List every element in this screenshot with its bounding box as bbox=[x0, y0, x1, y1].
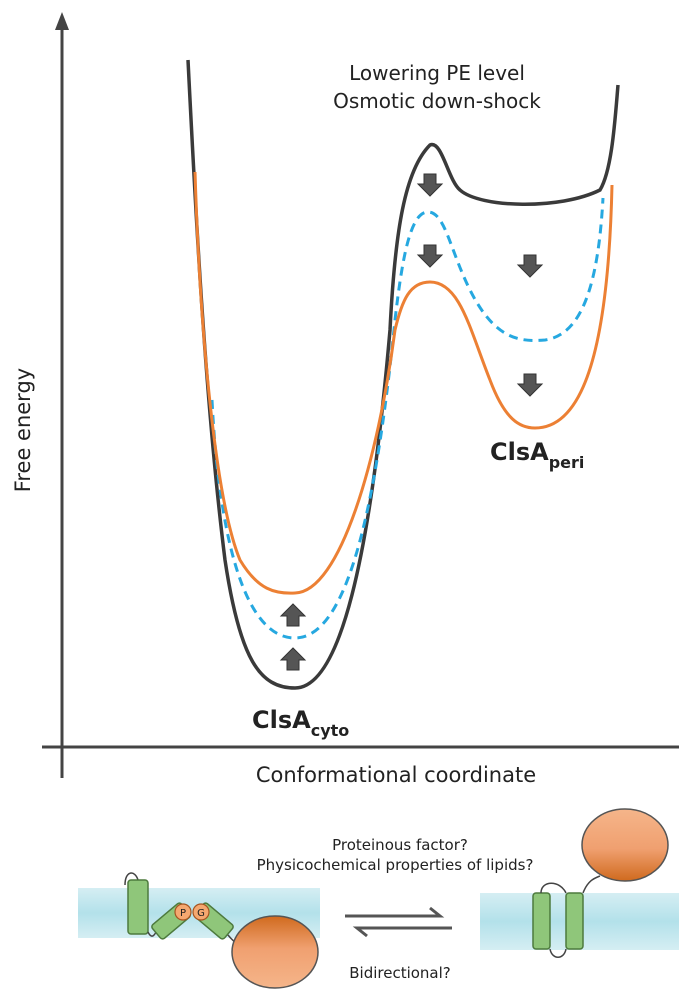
domain-globe bbox=[581, 808, 669, 882]
energy-curve-orange bbox=[193, 171, 614, 595]
down-arrow bbox=[517, 254, 543, 278]
equilibrium-arrow bbox=[345, 906, 445, 918]
lipid-head bbox=[174, 903, 192, 921]
up-arrow bbox=[280, 647, 306, 671]
y-axis-label: Free energy bbox=[11, 368, 35, 492]
helix bbox=[565, 892, 584, 950]
loop bbox=[124, 872, 139, 886]
helix bbox=[532, 892, 551, 950]
energy-curve-black bbox=[186, 59, 620, 690]
question: Bidirectional? bbox=[349, 964, 451, 982]
lipid-head bbox=[192, 903, 210, 921]
up-arrow bbox=[280, 603, 306, 627]
annotation: Osmotic down-shock bbox=[333, 89, 541, 113]
helix bbox=[127, 879, 149, 935]
question: Proteinous factor? bbox=[332, 836, 468, 854]
domain-globe bbox=[231, 915, 319, 989]
down-arrow bbox=[417, 173, 443, 197]
down-arrow bbox=[517, 373, 543, 397]
question: Physicochemical properties of lipids? bbox=[257, 856, 534, 874]
equilibrium-arrow bbox=[352, 926, 452, 938]
down-arrow bbox=[417, 244, 443, 268]
energy-curve-blue bbox=[210, 197, 605, 640]
lipid-label: G bbox=[197, 908, 205, 919]
loop bbox=[540, 875, 601, 958]
state-label: ClsAcyto bbox=[252, 706, 349, 740]
state-label: ClsAperi bbox=[490, 438, 584, 472]
annotation: Lowering PE level bbox=[349, 61, 525, 85]
x-axis-label: Conformational coordinate bbox=[256, 763, 536, 787]
y-axis-arrow bbox=[55, 12, 69, 30]
lipid-label: P bbox=[180, 908, 186, 919]
